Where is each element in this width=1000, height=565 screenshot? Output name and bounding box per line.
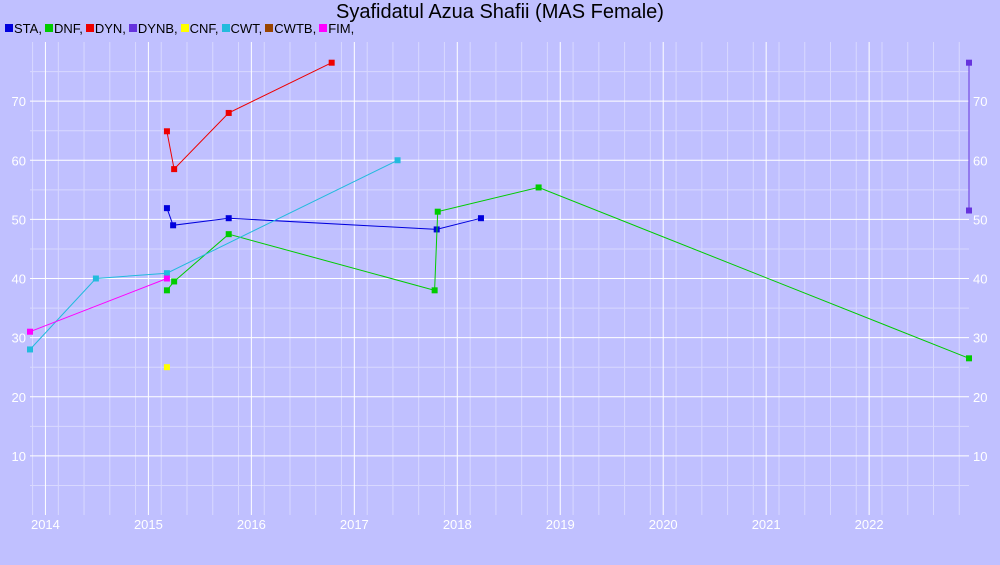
legend-label: DNF, <box>53 20 83 36</box>
series-line-dnf <box>166 186 970 359</box>
data-point-dnf <box>535 184 542 191</box>
major-gridlines <box>30 42 969 515</box>
data-point-dnf <box>431 287 438 294</box>
data-point-cwt <box>27 346 33 353</box>
y-tick-label-right: 40 <box>973 272 987 287</box>
y-tick-label-right: 10 <box>973 449 987 464</box>
y-tick-label-left: 10 <box>12 449 26 464</box>
legend-label: DYNB, <box>137 20 178 36</box>
data-point-sta <box>163 205 170 212</box>
x-tick-label: 2018 <box>443 517 472 532</box>
data-point-dynb <box>966 207 972 214</box>
data-point-dynb <box>966 59 972 66</box>
legend-item: STA, <box>5 21 42 36</box>
data-point-dnf <box>163 287 170 294</box>
y-tick-label-right: 30 <box>973 331 987 346</box>
legend-label: CWT, <box>230 20 263 36</box>
legend-label: CNF, <box>189 20 219 36</box>
y-tick-label-right: 70 <box>973 94 987 109</box>
legend-item: CNF, <box>180 20 219 36</box>
legend-swatch <box>221 24 230 32</box>
legend-swatch <box>5 24 13 32</box>
data-point-dyn <box>171 166 178 173</box>
legend-swatch <box>265 24 274 32</box>
legend: STA, DNF, DYN, DYNB, CNF, CWT, CWTB, FIM, <box>5 20 357 36</box>
x-tick-label: 2016 <box>237 517 266 532</box>
legend-item: FIM, <box>319 21 354 36</box>
x-tick-label: 2015 <box>134 517 163 532</box>
data-point-sta <box>170 222 177 229</box>
data-point-cwt <box>163 270 170 277</box>
data-point-dyn <box>225 109 232 116</box>
data-point-cwt <box>394 157 401 164</box>
y-tick-label-right: 60 <box>973 153 987 168</box>
legend-item: CWT, <box>221 20 263 36</box>
y-tick-label-left: 60 <box>12 153 26 168</box>
data-point-cwt <box>92 275 99 282</box>
x-tick-label: 2021 <box>752 517 781 532</box>
data-point-dyn <box>328 59 335 66</box>
x-tick-label: 2019 <box>546 517 575 532</box>
data-point-dnf <box>966 355 972 362</box>
series-line-cwt <box>29 159 398 350</box>
y-tick-label-right: 20 <box>973 390 987 405</box>
data-series <box>27 59 972 371</box>
legend-swatch <box>85 24 94 32</box>
data-point-dnf <box>225 231 232 238</box>
data-point-sta <box>225 215 232 222</box>
legend-swatch <box>180 24 189 32</box>
x-tick-label: 2022 <box>855 517 884 532</box>
x-tick-label: 2014 <box>31 517 60 532</box>
y-tick-label-right: 50 <box>973 212 987 227</box>
legend-swatch <box>44 24 53 32</box>
y-tick-label-left: 30 <box>12 331 26 346</box>
legend-item: DYN, <box>85 20 126 36</box>
legend-item: DNF, <box>44 20 83 36</box>
data-point-dyn <box>163 128 170 135</box>
legend-label: CWTB, <box>274 20 317 36</box>
legend-label: DYN, <box>94 20 126 36</box>
legend-item: DYNB, <box>128 20 178 36</box>
series-line-fim <box>29 278 168 333</box>
y-tick-label-left: 20 <box>12 390 26 405</box>
y-tick-label-left: 50 <box>12 212 26 227</box>
data-point-fim <box>163 275 170 282</box>
legend-item: CWTB, <box>265 21 316 36</box>
x-tick-label: 2017 <box>340 517 369 532</box>
series-line-sta <box>166 207 482 230</box>
legend-swatch <box>128 24 137 32</box>
data-point-dnf <box>434 208 441 215</box>
y-tick-label-left: 40 <box>12 272 26 287</box>
series-line-dyn <box>166 62 332 171</box>
data-point-dnf <box>171 278 178 285</box>
x-tick-label: 2020 <box>649 517 678 532</box>
data-point-cnf <box>163 364 170 371</box>
data-point-fim <box>27 328 33 335</box>
legend-label: STA, <box>14 20 42 36</box>
legend-label: FIM, <box>328 20 355 36</box>
chart-title: Syafidatul Azua Shafii (MAS Female) <box>336 1 664 23</box>
legend-swatch <box>319 24 328 32</box>
y-tick-label-left: 70 <box>12 94 26 109</box>
data-point-sta <box>477 215 484 222</box>
